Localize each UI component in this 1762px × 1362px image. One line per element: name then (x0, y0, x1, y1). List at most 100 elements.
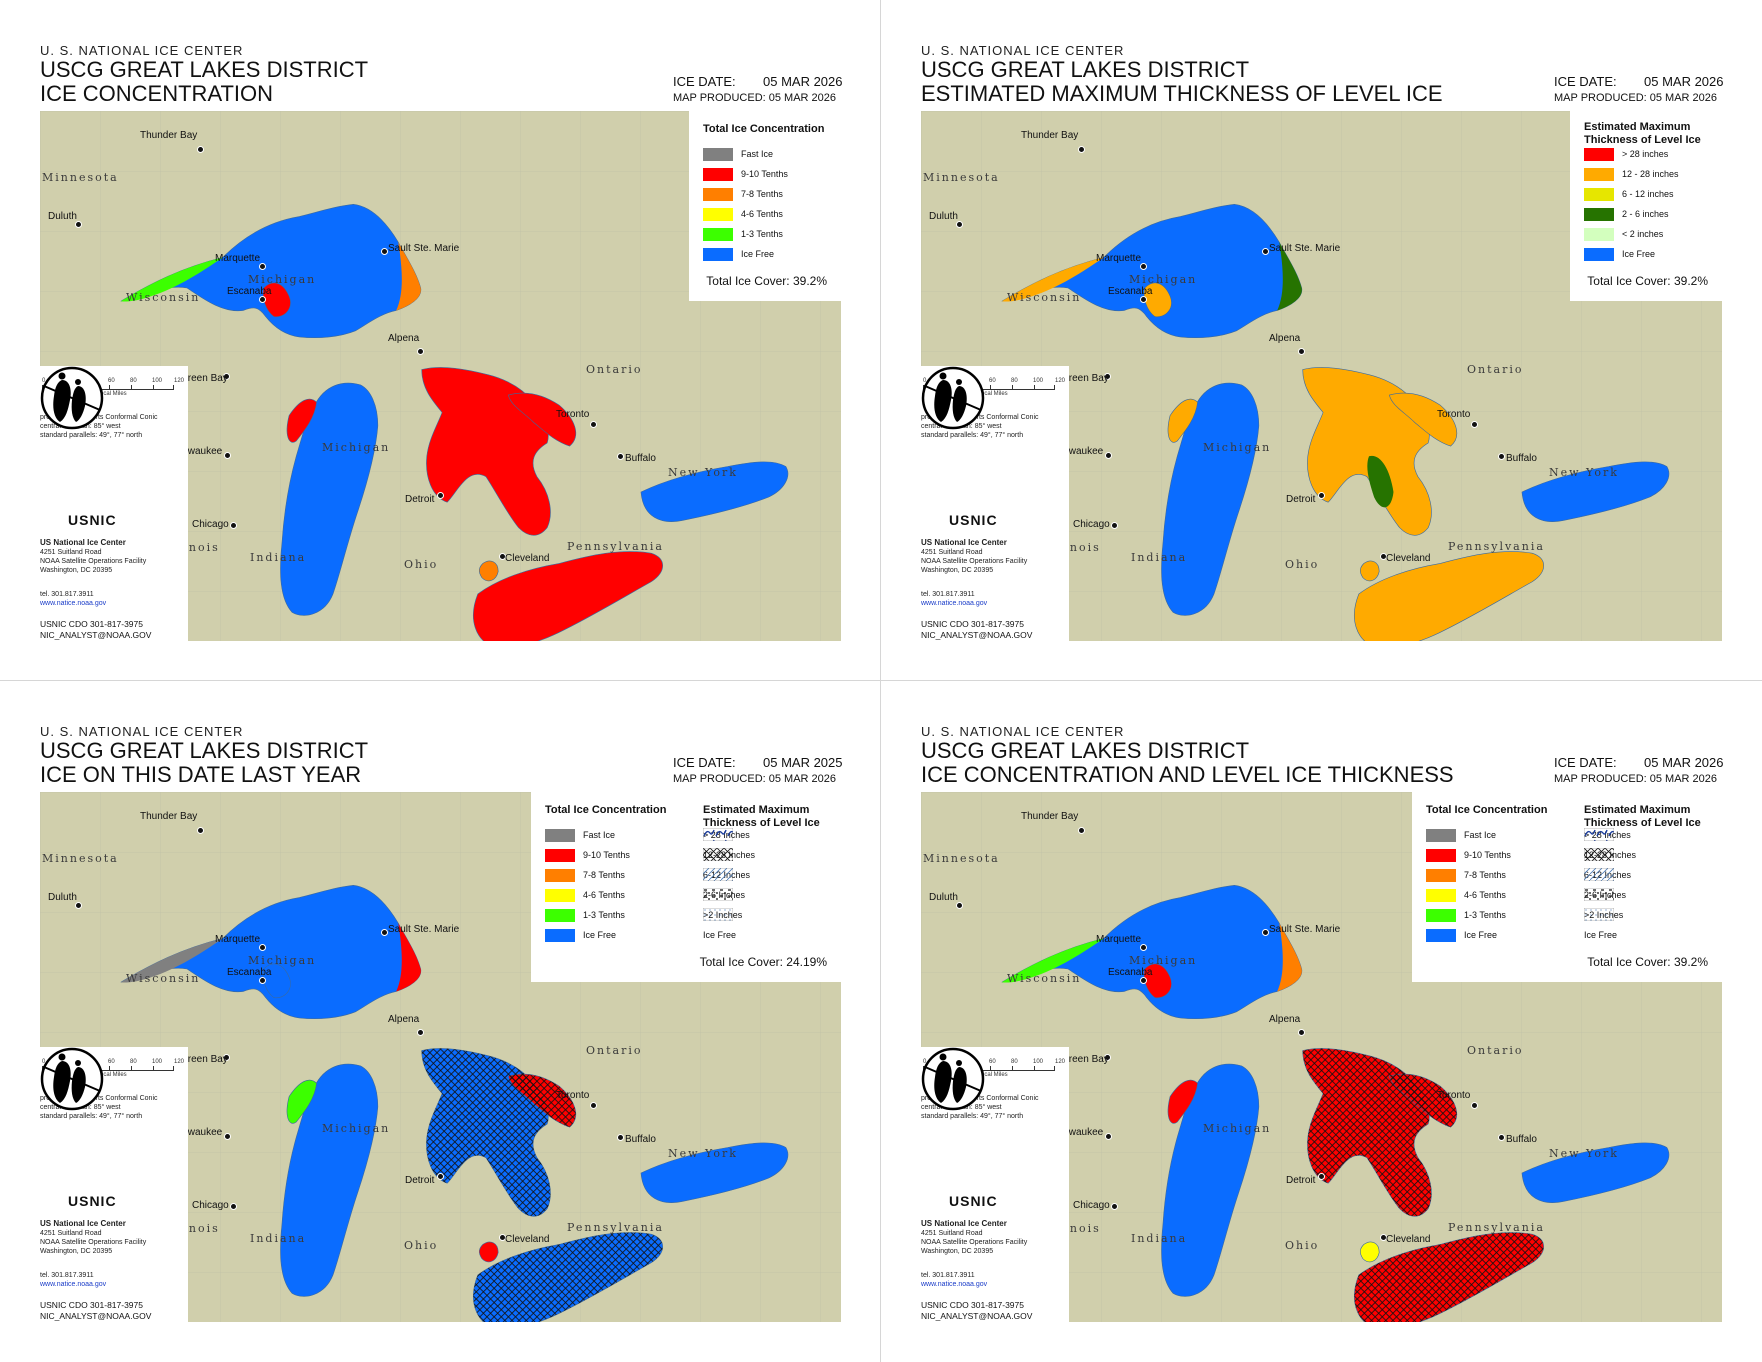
agency-name: US National Ice Center (921, 538, 1007, 547)
region-label: Ontario (586, 363, 643, 376)
usnic-logo (40, 366, 104, 430)
website-link[interactable]: www.natice.noaa.gov (921, 600, 988, 607)
website-link[interactable]: www.natice.noaa.gov (40, 600, 107, 607)
legend-item-thickness-pattern: Ice Free (1584, 928, 1617, 942)
legend-item-concentration: Fast Ice (545, 828, 615, 842)
city-label: Cleveland (1386, 553, 1431, 564)
usnic-logo-text: USNIC (949, 1193, 998, 1209)
legend-swatch (703, 167, 733, 181)
legend-item-label: 7-8 Tenths (741, 189, 783, 199)
website-link[interactable]: www.natice.noaa.gov (921, 1281, 988, 1288)
region-label: Indiana (1131, 1232, 1188, 1245)
city-label: Alpena (1269, 333, 1301, 344)
legend-swatch (703, 147, 733, 161)
map-produced-value: 05 MAR 2026 (768, 773, 837, 785)
legend-pattern-swatch (1584, 828, 1614, 841)
panel-ice-last-year: U. S. NATIONAL ICE CENTER USCG GREAT LAKE… (0, 681, 880, 1361)
city-label: Buffalo (1506, 453, 1537, 464)
city-label: Chicago (192, 1200, 229, 1211)
map-produced: MAP PRODUCED: 05 MAR 2026 (673, 92, 836, 104)
city-marker (1380, 1234, 1387, 1241)
city-marker (617, 453, 624, 460)
scale-tick: 80 (1011, 1059, 1018, 1065)
legend-item-thickness-pattern: >2 Inches (1584, 908, 1623, 922)
legend-item-label: Ice Free (703, 930, 737, 940)
legend-swatch (1584, 247, 1614, 261)
scale-tick: 100 (152, 1059, 163, 1065)
city-label: Cleveland (505, 1234, 550, 1245)
telephone: tel. 301.817.3911 (921, 591, 975, 598)
city-label: Buffalo (1506, 1134, 1537, 1145)
city-marker (1111, 522, 1118, 529)
address-line: NOAA Satellite Operations Facility (921, 1239, 1028, 1246)
city-label: Thunder Bay (1021, 811, 1079, 822)
legend-item-label: 1-3 Tenths (741, 229, 783, 239)
lake-superiorKey (262, 963, 291, 999)
legend-pattern-swatch (703, 928, 733, 941)
legend-item-label: 12 - 28 inches (1622, 169, 1679, 179)
region-label: Minnesota (923, 171, 1000, 184)
city-label: Sault Ste. Marie (388, 243, 460, 254)
legend-item-concentration: 9-10 Tenths (703, 167, 788, 181)
region-label: Ohio (1285, 558, 1320, 571)
legend-item-concentration: 1-3 Tenths (545, 908, 625, 922)
city-marker (1498, 453, 1505, 460)
region-label: Pennsylvania (1448, 540, 1545, 553)
city-marker (1380, 553, 1387, 560)
usnic-logo-text: USNIC (68, 512, 117, 528)
ice-edge-band-east (1277, 923, 1302, 992)
city-label: Marquette (215, 253, 261, 264)
region-label: Ontario (586, 1044, 643, 1057)
legend-swatch (703, 247, 733, 261)
lake-stclair (479, 1241, 499, 1263)
map-frame: Thunder Bay Duluth Marquette Sault Ste. Mar… (921, 792, 1722, 1322)
legend-item-label: Fast Ice (583, 830, 616, 840)
website-link[interactable]: www.natice.noaa.gov (40, 1281, 107, 1288)
city-marker (1104, 1054, 1111, 1061)
legend-pattern-swatch (1584, 888, 1614, 901)
legend-swatch (1426, 928, 1456, 942)
legend-pattern-swatch (703, 868, 733, 881)
cdo-phone: USNIC CDO 301-817-3975 (40, 1300, 143, 1310)
map-frame: Thunder Bay Duluth Marquette Sault Ste. Mar… (40, 111, 841, 641)
city-marker (223, 1054, 230, 1061)
region-label: Michigan (1203, 441, 1272, 454)
projection-line: standard parallels: 49°, 77° north (40, 1113, 143, 1120)
scale-tick: 80 (130, 1059, 137, 1065)
map-subtitle: ESTIMATED MAXIMUM THICKNESS OF LEVEL ICE (921, 81, 1443, 106)
legend-title-thickness: Estimated Maximum Thickness of Level Ice (703, 804, 820, 829)
region-label: Minnesota (42, 171, 119, 184)
address-line: 4251 Suitland Road (921, 549, 983, 556)
scale-tick: 60 (108, 1059, 115, 1065)
address-block: US National Ice Center 4251 Suitland Road… (921, 538, 1069, 575)
city-marker (1078, 827, 1085, 834)
city-marker (590, 421, 597, 428)
region-label: Ontario (1467, 363, 1524, 376)
lake-michigan (280, 382, 379, 616)
city-label: Duluth (48, 892, 77, 903)
legend-item-label: 2 - 6 inches (1622, 209, 1669, 219)
projection-line: projection: Lamberts Conformal Conic (921, 414, 1039, 421)
scale-tick: 80 (1011, 378, 1018, 384)
legend-item-thickness: < 2 inches (1584, 227, 1663, 241)
scale-tick: 60 (989, 1059, 996, 1065)
city-marker (1105, 1133, 1112, 1140)
legend-item-concentration: 4-6 Tenths (545, 888, 625, 902)
legend-title-concentration: Total Ice Concentration (1426, 804, 1548, 816)
analyst-email: NIC_ANALYST@NOAA.GOV (921, 630, 1033, 640)
city-marker (75, 221, 82, 228)
city-marker (197, 827, 204, 834)
city-label: Milwaukee (1056, 446, 1104, 457)
city-label: Escanaba (1108, 286, 1153, 297)
projection-line: projection: Lamberts Conformal Conic (40, 1095, 158, 1102)
lake-ontario (1521, 1142, 1670, 1203)
telephone: tel. 301.817.3911 (40, 591, 94, 598)
thickness-hatch-huron (1302, 1048, 1432, 1217)
city-marker (259, 296, 266, 303)
city-label: Duluth (929, 211, 958, 222)
legend-item-concentration: 1-3 Tenths (703, 227, 783, 241)
cdo-contact: USNIC CDO 301-817-3975 NIC_ANALYST@NOAA.G… (921, 1300, 1032, 1322)
ice-date: ICE DATE: 05 MAR 2026 (673, 74, 843, 89)
legend-pattern-swatch (1584, 908, 1614, 921)
lake-michigan (1161, 382, 1260, 616)
